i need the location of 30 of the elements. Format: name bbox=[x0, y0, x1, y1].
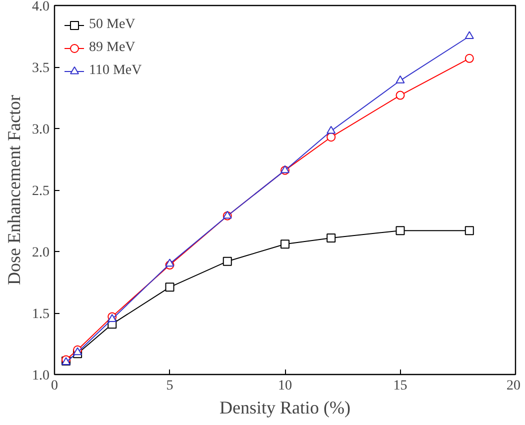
legend-label: 89 MeV bbox=[89, 40, 136, 56]
point bbox=[464, 226, 474, 236]
point bbox=[326, 233, 336, 242]
y-tick-label: 2.0 bbox=[32, 246, 50, 260]
y-tick-label: 4.0 bbox=[32, 0, 50, 14]
y-axis-title: Dose Enhancement Factor bbox=[4, 95, 24, 285]
legend-label: 50 MeV bbox=[89, 17, 136, 33]
point bbox=[396, 75, 405, 84]
point bbox=[222, 256, 232, 266]
x-tick-label: 0 bbox=[51, 378, 58, 394]
y-tick-label: 2.5 bbox=[32, 184, 50, 199]
y-tick-label: 1.5 bbox=[32, 307, 50, 322]
point bbox=[165, 282, 174, 292]
point bbox=[165, 258, 174, 267]
point bbox=[396, 226, 405, 236]
point bbox=[464, 54, 474, 63]
point bbox=[326, 132, 336, 142]
y-tick-label: 3.0 bbox=[32, 122, 50, 138]
y-tick-label: 1.0 bbox=[32, 368, 50, 384]
point bbox=[396, 90, 405, 100]
point bbox=[280, 240, 290, 249]
point bbox=[326, 126, 336, 134]
x-tick-label: 15 bbox=[393, 378, 408, 394]
y-tick-label: 3.5 bbox=[32, 61, 50, 76]
x-tick-label: 10 bbox=[278, 378, 292, 394]
x-axis-title: Density Ratio (%) bbox=[220, 398, 350, 418]
point bbox=[464, 31, 474, 40]
x-tick-label: 20 bbox=[506, 378, 520, 394]
x-tick-label: 5 bbox=[166, 378, 174, 394]
legend-label: 110 MeV bbox=[89, 63, 142, 79]
